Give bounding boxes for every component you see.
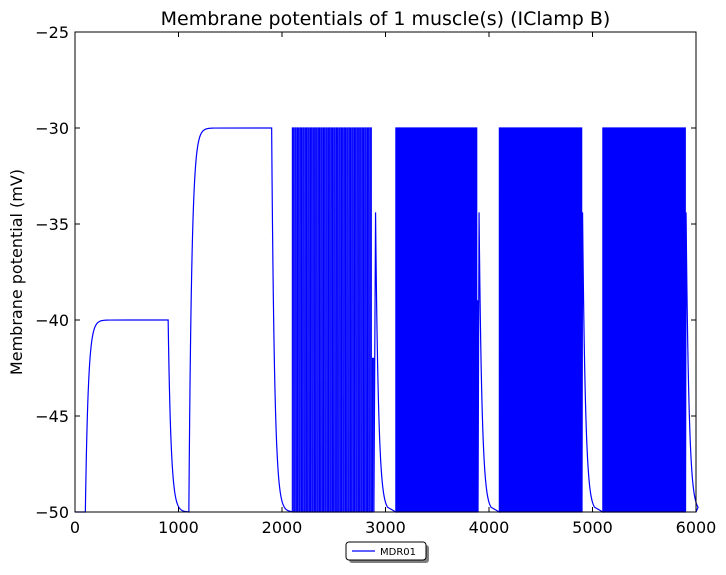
y-tick-label: −35	[35, 215, 69, 234]
chart-title: Membrane potentials of 1 muscle(s) (ICla…	[161, 8, 611, 30]
y-tick-label: −25	[35, 23, 69, 42]
series-line-MDR01	[75, 127, 699, 514]
plot-area	[75, 127, 699, 514]
y-tick-label: −30	[35, 119, 69, 138]
legend-box	[345, 541, 427, 561]
y-tick-label: −40	[35, 311, 69, 330]
x-tick-label: 5000	[572, 518, 613, 537]
legend-label-MDR01: MDR01	[380, 547, 416, 558]
x-tick-label: 3000	[365, 518, 406, 537]
x-tick-label: 1000	[158, 518, 199, 537]
x-tick-label: 2000	[262, 518, 303, 537]
y-axis-label: Membrane potential (mV)	[7, 169, 26, 375]
x-tick-label: 0	[70, 518, 80, 537]
x-tick-label: 6000	[676, 518, 717, 537]
axis-ticks: 0 1000 2000 3000 4000 5000 6000 −50 −45 −40 −35 −30…	[35, 23, 716, 537]
legend: MDR01	[345, 541, 429, 563]
y-tick-label: −45	[35, 407, 69, 426]
x-tick-label: 4000	[469, 518, 510, 537]
y-tick-label: −50	[35, 503, 69, 522]
